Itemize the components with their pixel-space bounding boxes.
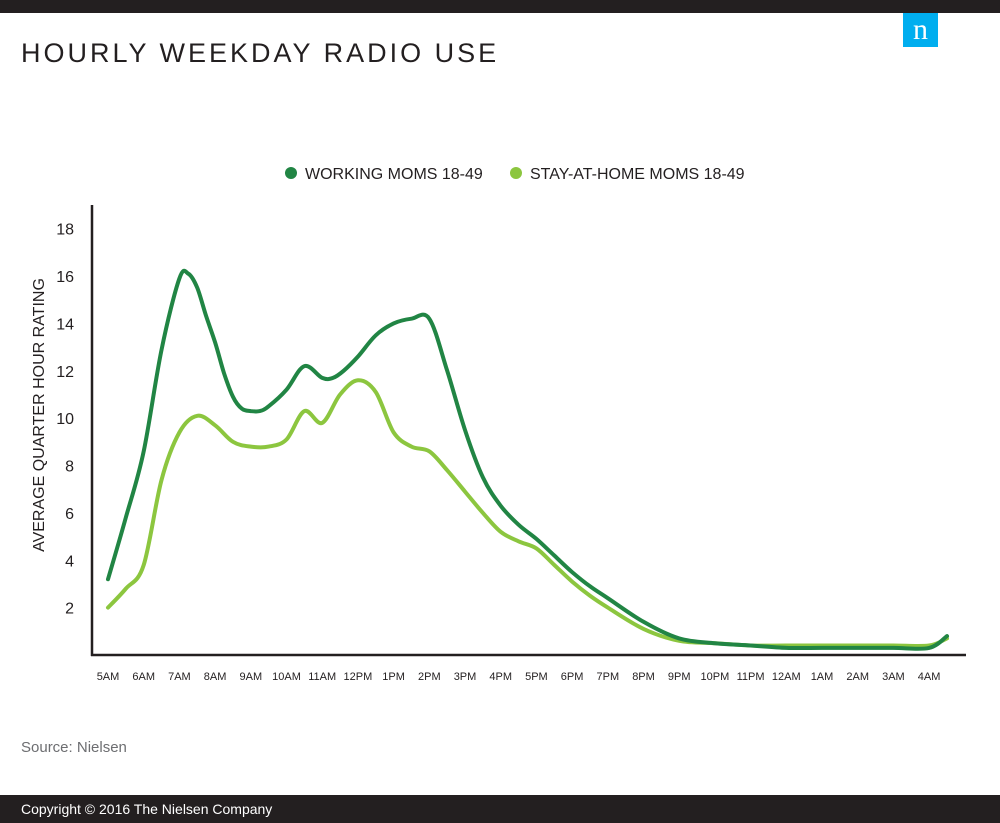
series-line-working-moms	[106, 268, 949, 651]
nielsen-logo: n	[903, 13, 938, 47]
y-tick-label: 14	[56, 316, 74, 333]
x-tick-label: 9PM	[668, 671, 691, 683]
y-tick-label: 4	[65, 553, 74, 570]
x-tick-label: 8PM	[632, 671, 655, 683]
legend-label: WORKING MOMS 18-49	[305, 166, 483, 183]
y-tick-label: 10	[56, 411, 74, 428]
x-tick-label: 12AM	[772, 671, 801, 683]
y-tick-label: 6	[65, 506, 74, 523]
y-tick-label: 2	[65, 601, 74, 618]
x-tick-label: 6PM	[561, 671, 584, 683]
legend-label: STAY-AT-HOME MOMS 18-49	[530, 166, 745, 183]
footer-bar: Copyright © 2016 The Nielsen Company	[0, 795, 1000, 823]
x-tick-label: 11PM	[737, 671, 765, 683]
x-tick-label: 4AM	[918, 671, 941, 683]
x-tick-label: 4PM	[489, 671, 512, 683]
x-tick-label: 9AM	[239, 671, 262, 683]
x-tick-label: 12PM	[344, 671, 373, 683]
x-tick-label: 3AM	[882, 671, 905, 683]
y-tick-label: 16	[56, 269, 74, 286]
x-tick-label: 3PM	[454, 671, 477, 683]
legend-marker	[285, 167, 297, 179]
x-tick-label: 11AM	[308, 671, 336, 683]
x-tick-label: 1PM	[382, 671, 405, 683]
series-line-stay-at-home-moms	[106, 378, 949, 649]
x-tick-label: 6AM	[132, 671, 155, 683]
x-tick-label: 2PM	[418, 671, 441, 683]
legend-marker	[510, 167, 522, 179]
copyright-text: Copyright © 2016 The Nielsen Company	[21, 801, 273, 817]
x-tick-label: 5AM	[97, 671, 120, 683]
y-tick-label: 12	[56, 364, 74, 381]
chart-title: HOURLY WEEKDAY RADIO USE	[21, 38, 500, 68]
x-tick-label: 5PM	[525, 671, 548, 683]
x-tick-label: 8AM	[204, 671, 227, 683]
x-tick-label: 7PM	[596, 671, 619, 683]
x-tick-label: 2AM	[846, 671, 869, 683]
x-tick-label: 7AM	[168, 671, 191, 683]
source-note: Source: Nielsen	[21, 739, 127, 756]
line-chart: 2 4 6 8 10 12 14 16 18 5AM 6AM 7AM 8AM 9AM 10AM 11AM 12P…	[31, 166, 966, 683]
top-bar	[0, 0, 1000, 13]
y-tick-label: 18	[56, 222, 74, 239]
y-axis-label: AVERAGE QUARTER HOUR RATING	[31, 278, 48, 552]
x-tick-label: 1AM	[811, 671, 834, 683]
y-tick-label: 8	[65, 459, 74, 476]
x-tick-label: 10AM	[272, 671, 301, 683]
x-tick-label: 10PM	[701, 671, 730, 683]
